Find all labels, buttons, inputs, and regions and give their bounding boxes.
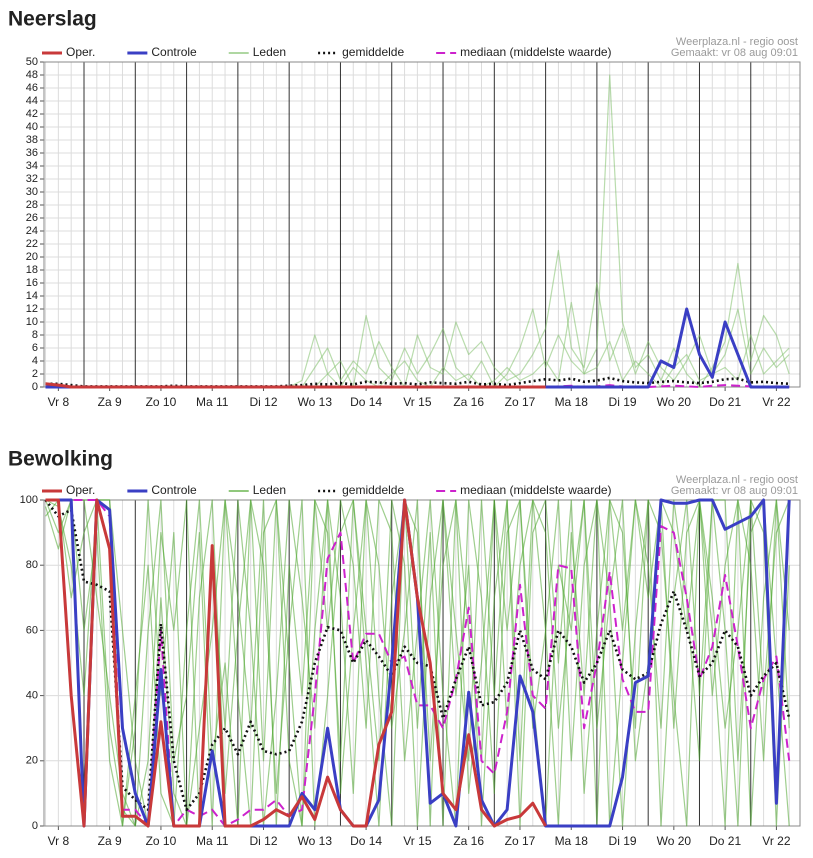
x-tick-label: Ma 18 — [555, 834, 589, 848]
x-tick-label: Vr 8 — [48, 395, 70, 409]
x-tick-label: Vr 22 — [762, 395, 791, 409]
series-line — [45, 498, 547, 828]
x-tick-label: Ma 18 — [555, 395, 589, 409]
x-tick-label: Wo 20 — [657, 395, 692, 409]
chart: Neerslag Weerplaza.nl - regio oostGemaakt… — [8, 8, 801, 409]
x-tick-label: Vr 22 — [762, 834, 791, 848]
x-tick-label: Wo 13 — [298, 395, 333, 409]
y-tick-label: 12 — [26, 303, 38, 315]
y-tick-label: 20 — [26, 251, 38, 263]
chart-title: Neerslag — [8, 8, 97, 31]
x-tick-label: Wo 20 — [657, 834, 692, 848]
x-tick-label: Wo 13 — [298, 834, 333, 848]
x-tick-label: Vr 15 — [403, 834, 432, 848]
y-tick-label: 0 — [32, 820, 38, 832]
member-line — [44, 499, 790, 827]
plot-frame — [43, 499, 801, 827]
y-tick-label: 42 — [26, 108, 38, 120]
legend-label: Oper. — [66, 483, 95, 497]
y-tick-label: 50 — [26, 56, 38, 68]
series-line — [45, 499, 791, 827]
y-tick-label: 80 — [26, 559, 38, 571]
y-tick-label: 40 — [26, 690, 38, 702]
x-tick-label: Ma 11 — [196, 395, 229, 409]
y-tick-label: 4 — [32, 355, 38, 367]
chart: Bewolking Weerplaza.nl - regio oostGemaak… — [8, 448, 801, 848]
x-tick-label: Di 12 — [250, 395, 278, 409]
y-tick-label: 38 — [26, 134, 38, 146]
x-tick-label: Zo 10 — [146, 834, 177, 848]
y-tick-label: 100 — [20, 494, 38, 506]
x-tick-label: Do 14 — [350, 834, 382, 848]
series-line — [45, 382, 546, 389]
y-tick-label: 24 — [26, 225, 38, 237]
y-tick-label: 44 — [26, 95, 38, 107]
y-tick-label: 40 — [26, 121, 38, 133]
y-tick-label: 26 — [26, 212, 38, 224]
y-tick-label: 28 — [26, 199, 38, 211]
y-tick-label: 46 — [26, 82, 38, 94]
x-tick-label: Za 16 — [453, 395, 484, 409]
member-line — [45, 499, 790, 827]
y-tick-label: 18 — [26, 264, 38, 276]
x-tick-label: Za 16 — [453, 834, 484, 848]
source: Weerplaza.nl - regio oost — [676, 474, 798, 486]
member-line — [44, 499, 790, 827]
legend-label: Leden — [253, 483, 286, 497]
series-line — [44, 499, 791, 811]
x-tick-label: Do 21 — [709, 395, 741, 409]
y-tick-label: 8 — [32, 329, 38, 341]
chart-title: Bewolking — [8, 448, 113, 471]
plot — [44, 498, 791, 828]
x-tick-label: Di 19 — [609, 395, 637, 409]
legend-label: mediaan (middelste waarde) — [460, 483, 611, 497]
legend-label: gemiddelde — [342, 483, 404, 497]
legend-label: Leden — [253, 45, 286, 59]
legend-label: Controle — [151, 483, 197, 497]
y-tick-label: 20 — [26, 755, 38, 767]
made-date: Gemaakt: vr 08 aug 09:01 — [671, 47, 798, 59]
x-tick-label: Vr 15 — [403, 395, 432, 409]
member-line — [45, 499, 790, 827]
y-tick-label: 10 — [26, 316, 38, 328]
y-tick-label: 6 — [32, 342, 38, 354]
x-tick-label: Za 9 — [98, 834, 122, 848]
y-tick-label: 30 — [26, 186, 38, 198]
x-tick-label: Zo 10 — [146, 395, 177, 409]
legend-label: gemiddelde — [342, 45, 404, 59]
x-tick-label: Vr 8 — [48, 834, 70, 848]
x-tick-label: Do 14 — [350, 395, 382, 409]
source: Weerplaza.nl - regio oost — [676, 36, 798, 48]
y-tick-label: 32 — [26, 173, 38, 185]
y-tick-label: 22 — [26, 238, 38, 250]
y-tick-label: 16 — [26, 277, 38, 289]
x-tick-label: Do 21 — [709, 834, 741, 848]
y-tick-label: 34 — [26, 160, 38, 172]
x-tick-label: Zo 17 — [505, 395, 536, 409]
y-tick-label: 60 — [26, 624, 38, 636]
y-tick-label: 14 — [26, 290, 38, 302]
x-tick-label: Za 9 — [98, 395, 122, 409]
legend-label: Controle — [151, 45, 197, 59]
legend-label: Oper. — [66, 45, 95, 59]
made-date: Gemaakt: vr 08 aug 09:01 — [671, 485, 798, 497]
x-tick-label: Zo 17 — [505, 834, 536, 848]
y-tick-label: 36 — [26, 147, 38, 159]
y-tick-label: 0 — [32, 381, 38, 393]
y-tick-label: 2 — [32, 368, 38, 380]
plot — [45, 74, 790, 389]
x-tick-label: Di 19 — [609, 834, 637, 848]
x-tick-label: Di 12 — [250, 834, 278, 848]
y-tick-label: 48 — [26, 69, 38, 81]
legend-label: mediaan (middelste waarde) — [460, 45, 611, 59]
x-tick-label: Ma 11 — [196, 834, 229, 848]
